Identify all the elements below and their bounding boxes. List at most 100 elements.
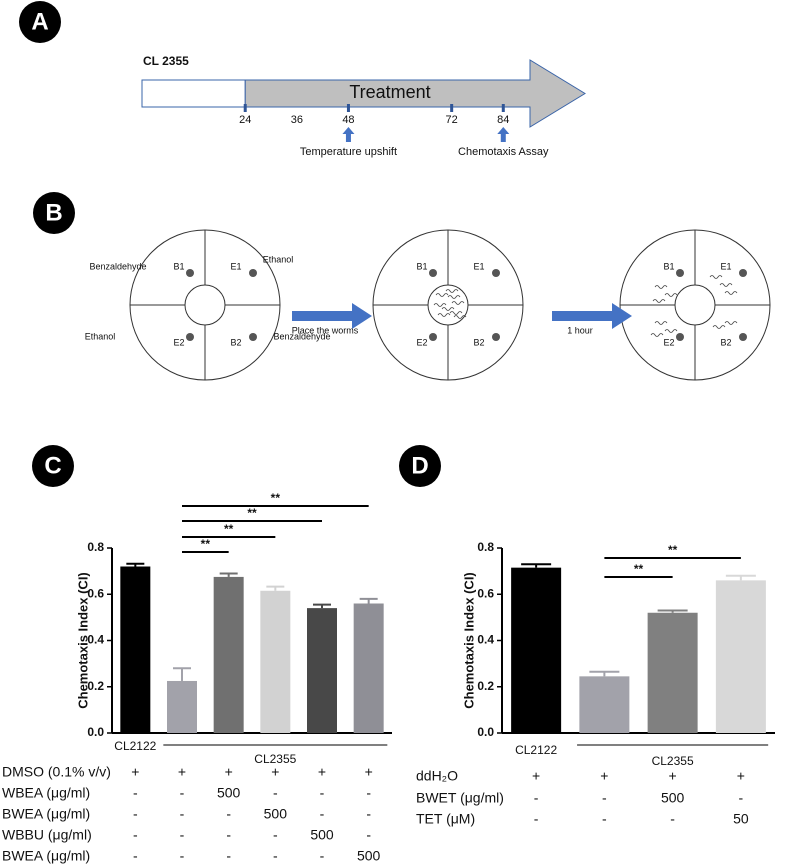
y-tick-label: 0.0 bbox=[477, 725, 494, 739]
treatment-cell: 500 bbox=[264, 806, 288, 822]
bar bbox=[120, 566, 151, 733]
treatment-label: Treatment bbox=[349, 82, 430, 102]
timeline-tick bbox=[346, 104, 350, 112]
spot-label: B2 bbox=[230, 337, 241, 347]
treatment-cell: - bbox=[534, 811, 539, 827]
significance-label: ** bbox=[668, 543, 678, 557]
significance-label: ** bbox=[201, 537, 211, 551]
treatment-cell: - bbox=[133, 848, 138, 864]
worm bbox=[441, 307, 455, 311]
strain-label: CL 2355 bbox=[143, 54, 189, 68]
odor-spot bbox=[429, 333, 437, 341]
panel-letter: C bbox=[44, 452, 61, 479]
spot-label: E1 bbox=[720, 261, 731, 271]
treatment-cell: + bbox=[365, 764, 373, 780]
plate: B1 E1 E2 B2 bbox=[372, 229, 524, 381]
treatment-cell: - bbox=[366, 827, 371, 843]
treatment-cell: - bbox=[180, 785, 185, 801]
treatment-label: BWEA (μg/ml) bbox=[2, 848, 90, 864]
treatment-cell: - bbox=[273, 785, 278, 801]
bar bbox=[260, 590, 291, 733]
y-tick-label: 0.2 bbox=[87, 679, 104, 693]
timeline-tick-label: 24 bbox=[239, 114, 251, 126]
worm bbox=[654, 321, 668, 325]
treatment-cell: 500 bbox=[661, 790, 685, 806]
treatment-cell: - bbox=[180, 827, 185, 843]
odor-spot bbox=[676, 333, 684, 341]
worm bbox=[447, 295, 461, 299]
bar bbox=[307, 608, 337, 733]
bar bbox=[715, 580, 766, 733]
spot-label: E1 bbox=[230, 261, 241, 271]
treatment-cell: - bbox=[366, 806, 371, 822]
bar bbox=[213, 576, 244, 733]
spot-label: E2 bbox=[173, 337, 184, 347]
group-label: CL2122 bbox=[515, 743, 557, 757]
treatment-cell: + bbox=[669, 768, 677, 784]
panel-badge bbox=[399, 445, 441, 487]
worm bbox=[724, 291, 738, 295]
timeline-tick bbox=[450, 104, 454, 112]
treatment-cell: - bbox=[180, 848, 185, 864]
panel-letter: A bbox=[31, 8, 48, 35]
treatment-cell: - bbox=[180, 806, 185, 822]
treatment-cell: - bbox=[133, 827, 138, 843]
treatment-cell: - bbox=[273, 848, 278, 864]
treatment-cell: + bbox=[737, 768, 745, 784]
odor-spot bbox=[676, 269, 684, 277]
spot-label: B1 bbox=[416, 261, 427, 271]
worm bbox=[724, 321, 738, 325]
panel-badge bbox=[19, 1, 61, 43]
treatment-cell: - bbox=[602, 790, 607, 806]
treatment-cell: + bbox=[318, 764, 326, 780]
timeline-tick-label: 48 bbox=[342, 114, 354, 126]
treatment-cell: 500 bbox=[357, 848, 381, 864]
spot-label: B2 bbox=[720, 337, 731, 347]
treatment-cell: - bbox=[320, 785, 325, 801]
spot-label: E2 bbox=[416, 337, 427, 347]
y-tick-label: 0.8 bbox=[87, 540, 104, 554]
treatment-cell: - bbox=[534, 790, 539, 806]
worm bbox=[433, 303, 447, 307]
treatment-cell: - bbox=[320, 806, 325, 822]
panel-letter: B bbox=[45, 199, 62, 226]
worm bbox=[453, 315, 467, 319]
significance-label: ** bbox=[224, 522, 234, 536]
treatment-arrow bbox=[244, 59, 586, 128]
treatment-cell: 500 bbox=[217, 785, 241, 801]
panel-letter: D bbox=[411, 452, 428, 479]
odor-spot bbox=[739, 269, 747, 277]
treatment-label: WBBU (μg/ml) bbox=[2, 827, 92, 843]
worm bbox=[712, 325, 726, 329]
group-label: CL2355 bbox=[254, 752, 296, 766]
timeline-tick bbox=[243, 104, 247, 112]
treatment-cell: - bbox=[739, 790, 744, 806]
significance-label: ** bbox=[634, 562, 644, 576]
treatment-cell: + bbox=[271, 764, 279, 780]
group-label: CL2122 bbox=[114, 739, 156, 753]
treatment-cell: - bbox=[133, 806, 138, 822]
treatment-cell: + bbox=[131, 764, 139, 780]
worm bbox=[709, 275, 723, 279]
odor-spot bbox=[492, 333, 500, 341]
treatment-label: ddH₂O bbox=[416, 768, 458, 784]
worm bbox=[652, 299, 666, 303]
y-tick-label: 0.6 bbox=[87, 586, 104, 600]
odor-spot bbox=[429, 269, 437, 277]
worm bbox=[435, 293, 449, 297]
timeline-tick bbox=[501, 104, 505, 112]
y-axis-label: Chemotaxis Index (CI) bbox=[75, 572, 90, 709]
odorant-label: Ethanol bbox=[263, 254, 294, 264]
spot-label: B2 bbox=[473, 337, 484, 347]
treatment-cell: - bbox=[602, 811, 607, 827]
y-tick-label: 0.2 bbox=[477, 679, 494, 693]
worm bbox=[449, 311, 463, 315]
timeline-tick-label: 36 bbox=[291, 114, 303, 126]
panel-badge bbox=[33, 192, 75, 234]
treatment-label: BWEA (μg/ml) bbox=[2, 806, 90, 822]
pre-treatment-box bbox=[141, 79, 246, 108]
annotation-arrow bbox=[497, 127, 510, 142]
bar bbox=[579, 676, 630, 733]
treatment-cell: - bbox=[133, 785, 138, 801]
plate-center bbox=[674, 284, 716, 326]
